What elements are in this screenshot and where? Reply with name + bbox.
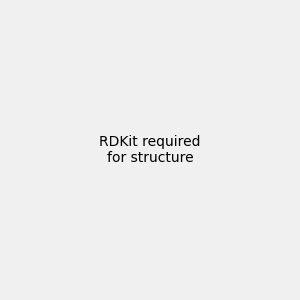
Text: RDKit required
for structure: RDKit required for structure	[99, 135, 201, 165]
